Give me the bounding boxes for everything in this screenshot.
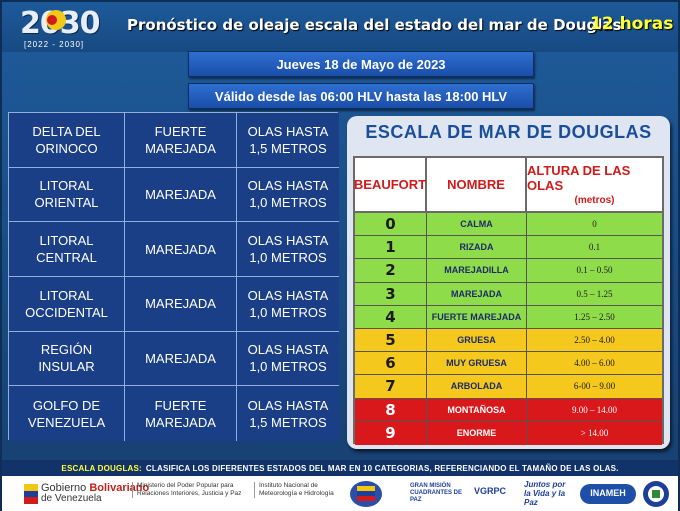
sea-state-name: MUY GRUESA [427, 352, 527, 375]
footer-label: ESCALA DOUGLAS: [61, 463, 142, 473]
wave-height-range: 9.00 – 14.00 [572, 404, 617, 415]
beaufort-number: 1 [355, 236, 427, 259]
scale-row: 2 MAREJADILLA 0.1 – 0.50 [355, 259, 662, 283]
zone-cell: LITORAL CENTRAL [9, 222, 125, 276]
zone-cell: LITORAL OCCIDENTAL [9, 277, 125, 331]
scale-title: ESCALA DE MAR DE DOUGLAS [365, 122, 652, 142]
scale-row: 0 CALMA 0 [355, 213, 662, 237]
institute-logo: Instituto Nacional de Meteorología e Hid… [254, 482, 344, 498]
juntos-logo: Juntos por la Vida y la Paz [524, 480, 566, 507]
beaufort-number: 6 [355, 352, 427, 375]
page-title: Pronóstico de oleaje escala del estado d… [127, 16, 622, 34]
beaufort-number: 8 [355, 398, 427, 421]
scale-row: 7 ARBOLADA 6-00 – 9.00 [355, 375, 662, 399]
sea-state-cell: FUERTE MAREJADA [125, 113, 237, 167]
coat-of-arms-icon [350, 481, 382, 507]
table-row: LITORAL OCCIDENTAL MAREJADA OLAS HASTA 1… [9, 277, 339, 332]
wave-height-range: 0.5 – 1.25 [576, 288, 613, 299]
table-row: LITORAL ORIENTAL MAREJADA OLAS HASTA 1,0… [9, 167, 339, 223]
sea-state-name: MAREJADILLA [427, 259, 527, 282]
table-row: LITORAL CENTRAL MAREJADA OLAS HASTA 1,0 … [9, 222, 339, 277]
wave-height-cell: OLAS HASTA 1,0 METROS [237, 277, 339, 331]
wave-height-range: 2.50 – 4.00 [574, 335, 615, 346]
header-height: ALTURA DE LAS OLAS (metros) [527, 163, 631, 206]
sea-state-cell: MAREJADA [125, 331, 237, 386]
beaufort-number: 5 [355, 329, 427, 352]
gov-logo: Gobierno Bolivariano de Venezuela [24, 483, 149, 504]
header: 2030 [2022 - 2030] Pronóstico de oleaje … [2, 2, 678, 52]
footer-note: ESCALA DOUGLAS: CLASIFICA LOS DIFERENTES… [2, 460, 678, 476]
logo-subtitle: [2022 - 2030] [24, 40, 85, 49]
beaufort-number: 2 [355, 259, 427, 282]
sea-state-name: MAREJADA [427, 282, 527, 305]
scale-row: 3 MAREJADA 0.5 – 1.25 [355, 282, 662, 306]
table-row: DELTA DEL ORINOCO FUERTE MAREJADA OLAS H… [9, 113, 339, 168]
shield-icon [643, 481, 669, 507]
sea-state-cell: FUERTE MAREJADA [125, 386, 237, 441]
zone-cell: LITORAL ORIENTAL [9, 167, 125, 222]
scale-row: 9 ENORME > 14.00 [355, 421, 662, 445]
logo-strip: Gobierno Bolivariano de Venezuela Minist… [2, 476, 678, 511]
validity-banner: Válido desde las 06:00 HLV hasta las 18:… [188, 83, 534, 109]
beaufort-number: 9 [355, 421, 427, 445]
table-row: REGIÓN INSULAR MAREJADA OLAS HASTA 1,0 M… [9, 331, 339, 387]
table-row: GOLFO DE VENEZUELA FUERTE MAREJADA OLAS … [9, 386, 339, 441]
zone-cell: GOLFO DE VENEZUELA [9, 386, 125, 441]
scale-row: 4 FUERTE MAREJADA 1.25 – 2.50 [355, 305, 662, 329]
sea-state-name: CALMA [427, 213, 527, 236]
cuadrantes-logo: GRAN MISIÓN CUADRANTES DE PAZ [410, 483, 463, 503]
scale-row: 8 MONTAÑOSA 9.00 – 14.00 [355, 398, 662, 422]
sea-state-cell: MAREJADA [125, 222, 237, 276]
sea-state-name: ARBOLADA [427, 375, 527, 398]
sea-state-name: ENORME [427, 421, 527, 445]
beaufort-number: 0 [355, 213, 427, 236]
logo-2030: 2030 [2022 - 2030] [20, 6, 115, 50]
sea-state-cell: MAREJADA [125, 277, 237, 331]
scale-row: 6 MUY GRUESA 4.00 – 6.00 [355, 352, 662, 376]
header-beaufort: BEAUFORT [354, 158, 427, 211]
star-icon [46, 10, 66, 30]
wave-height-range: 0 [592, 219, 597, 230]
forecast-hours: 12 horas [590, 14, 674, 34]
scale-row: 5 GRUESA 2.50 – 4.00 [355, 329, 662, 353]
footer-text: CLASIFICA LOS DIFERENTES ESTADOS DEL MAR… [145, 463, 619, 473]
wave-height-cell: OLAS HASTA 1,0 METROS [237, 222, 339, 276]
wave-height-range: 1.25 – 2.50 [574, 311, 615, 322]
beaufort-number: 4 [355, 305, 427, 328]
date-banner: Jueves 18 de Mayo de 2023 [188, 51, 534, 77]
wave-height-cell: OLAS HASTA 1,0 METROS [237, 331, 339, 386]
vgrpc-logo: VGRPC [474, 486, 507, 496]
wave-height-range: 4.00 – 6.00 [574, 358, 615, 369]
zone-cell: DELTA DEL ORINOCO [9, 113, 125, 167]
inameh-logo: INAMEH [580, 484, 636, 504]
wave-height-range: 0.1 – 0.50 [576, 265, 613, 276]
header-name: NOMBRE [427, 158, 527, 211]
beaufort-number: 7 [355, 375, 427, 398]
sea-state-name: MONTAÑOSA [427, 398, 527, 421]
flag-icon [24, 483, 38, 504]
scale-table: BEAUFORT NOMBRE ALTURA DE LAS OLAS (metro… [353, 156, 664, 445]
zone-cell: REGIÓN INSULAR [9, 331, 125, 386]
wave-height-cell: OLAS HASTA 1,5 METROS [237, 113, 339, 167]
beaufort-number: 3 [355, 282, 427, 305]
sea-state-name: RIZADA [427, 236, 527, 259]
wave-height-range: 6-00 – 9.00 [573, 381, 616, 392]
regions-table: DELTA DEL ORINOCO FUERTE MAREJADA OLAS H… [8, 112, 339, 441]
douglas-scale-panel: ESCALA DE MAR DE DOUGLAS BEAUFORT NOMBRE… [347, 116, 670, 449]
scale-row: 1 RIZADA 0.1 [355, 236, 662, 260]
sea-state-name: GRUESA [427, 329, 527, 352]
sea-state-name: FUERTE MAREJADA [427, 305, 527, 328]
ministry-logo: Ministerio del Poder Popular para Relaci… [132, 482, 247, 498]
wave-height-cell: OLAS HASTA 1,5 METROS [237, 386, 339, 441]
wave-height-range: > 14.00 [580, 428, 609, 439]
wave-height-cell: OLAS HASTA 1,0 METROS [237, 167, 339, 222]
scale-header-row: BEAUFORT NOMBRE ALTURA DE LAS OLAS (metro… [354, 158, 662, 213]
sea-state-cell: MAREJADA [125, 167, 237, 222]
wave-height-range: 0.1 [588, 242, 601, 253]
